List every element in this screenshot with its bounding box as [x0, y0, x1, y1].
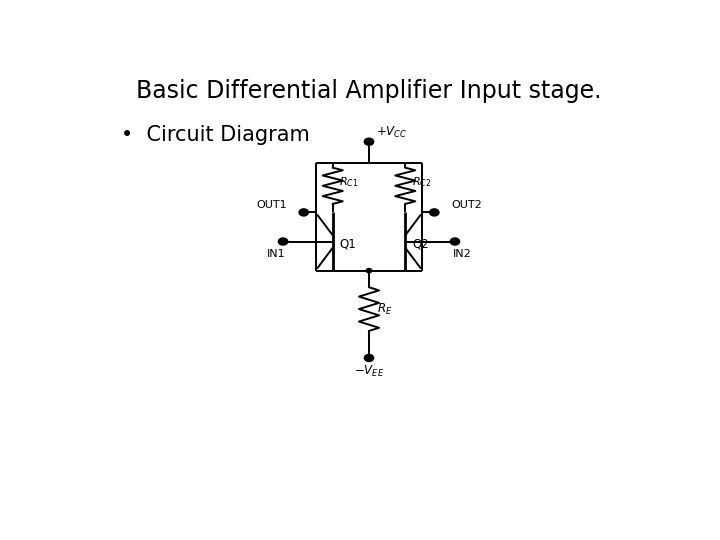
Text: $R_{C2}$: $R_{C2}$ — [412, 175, 431, 188]
Text: Basic Differential Amplifier Input stage.: Basic Differential Amplifier Input stage… — [136, 79, 602, 103]
Text: $R_{C1}$: $R_{C1}$ — [339, 175, 359, 188]
Text: $+V_{CC}$: $+V_{CC}$ — [376, 125, 407, 140]
Text: Q1: Q1 — [339, 237, 356, 250]
Circle shape — [451, 238, 459, 245]
Circle shape — [300, 209, 308, 216]
Text: $-V_{EE}$: $-V_{EE}$ — [354, 364, 384, 379]
Circle shape — [366, 268, 372, 273]
Text: IN2: IN2 — [453, 249, 472, 259]
Text: OUT1: OUT1 — [256, 200, 287, 210]
Circle shape — [364, 355, 374, 361]
Text: OUT2: OUT2 — [451, 200, 482, 210]
Circle shape — [430, 209, 438, 216]
Text: Q2: Q2 — [412, 237, 428, 250]
Circle shape — [364, 138, 374, 145]
Text: $R_E$: $R_E$ — [377, 301, 392, 316]
Text: IN1: IN1 — [266, 249, 285, 259]
Text: •  Circuit Diagram: • Circuit Diagram — [121, 125, 310, 145]
Circle shape — [279, 238, 287, 245]
